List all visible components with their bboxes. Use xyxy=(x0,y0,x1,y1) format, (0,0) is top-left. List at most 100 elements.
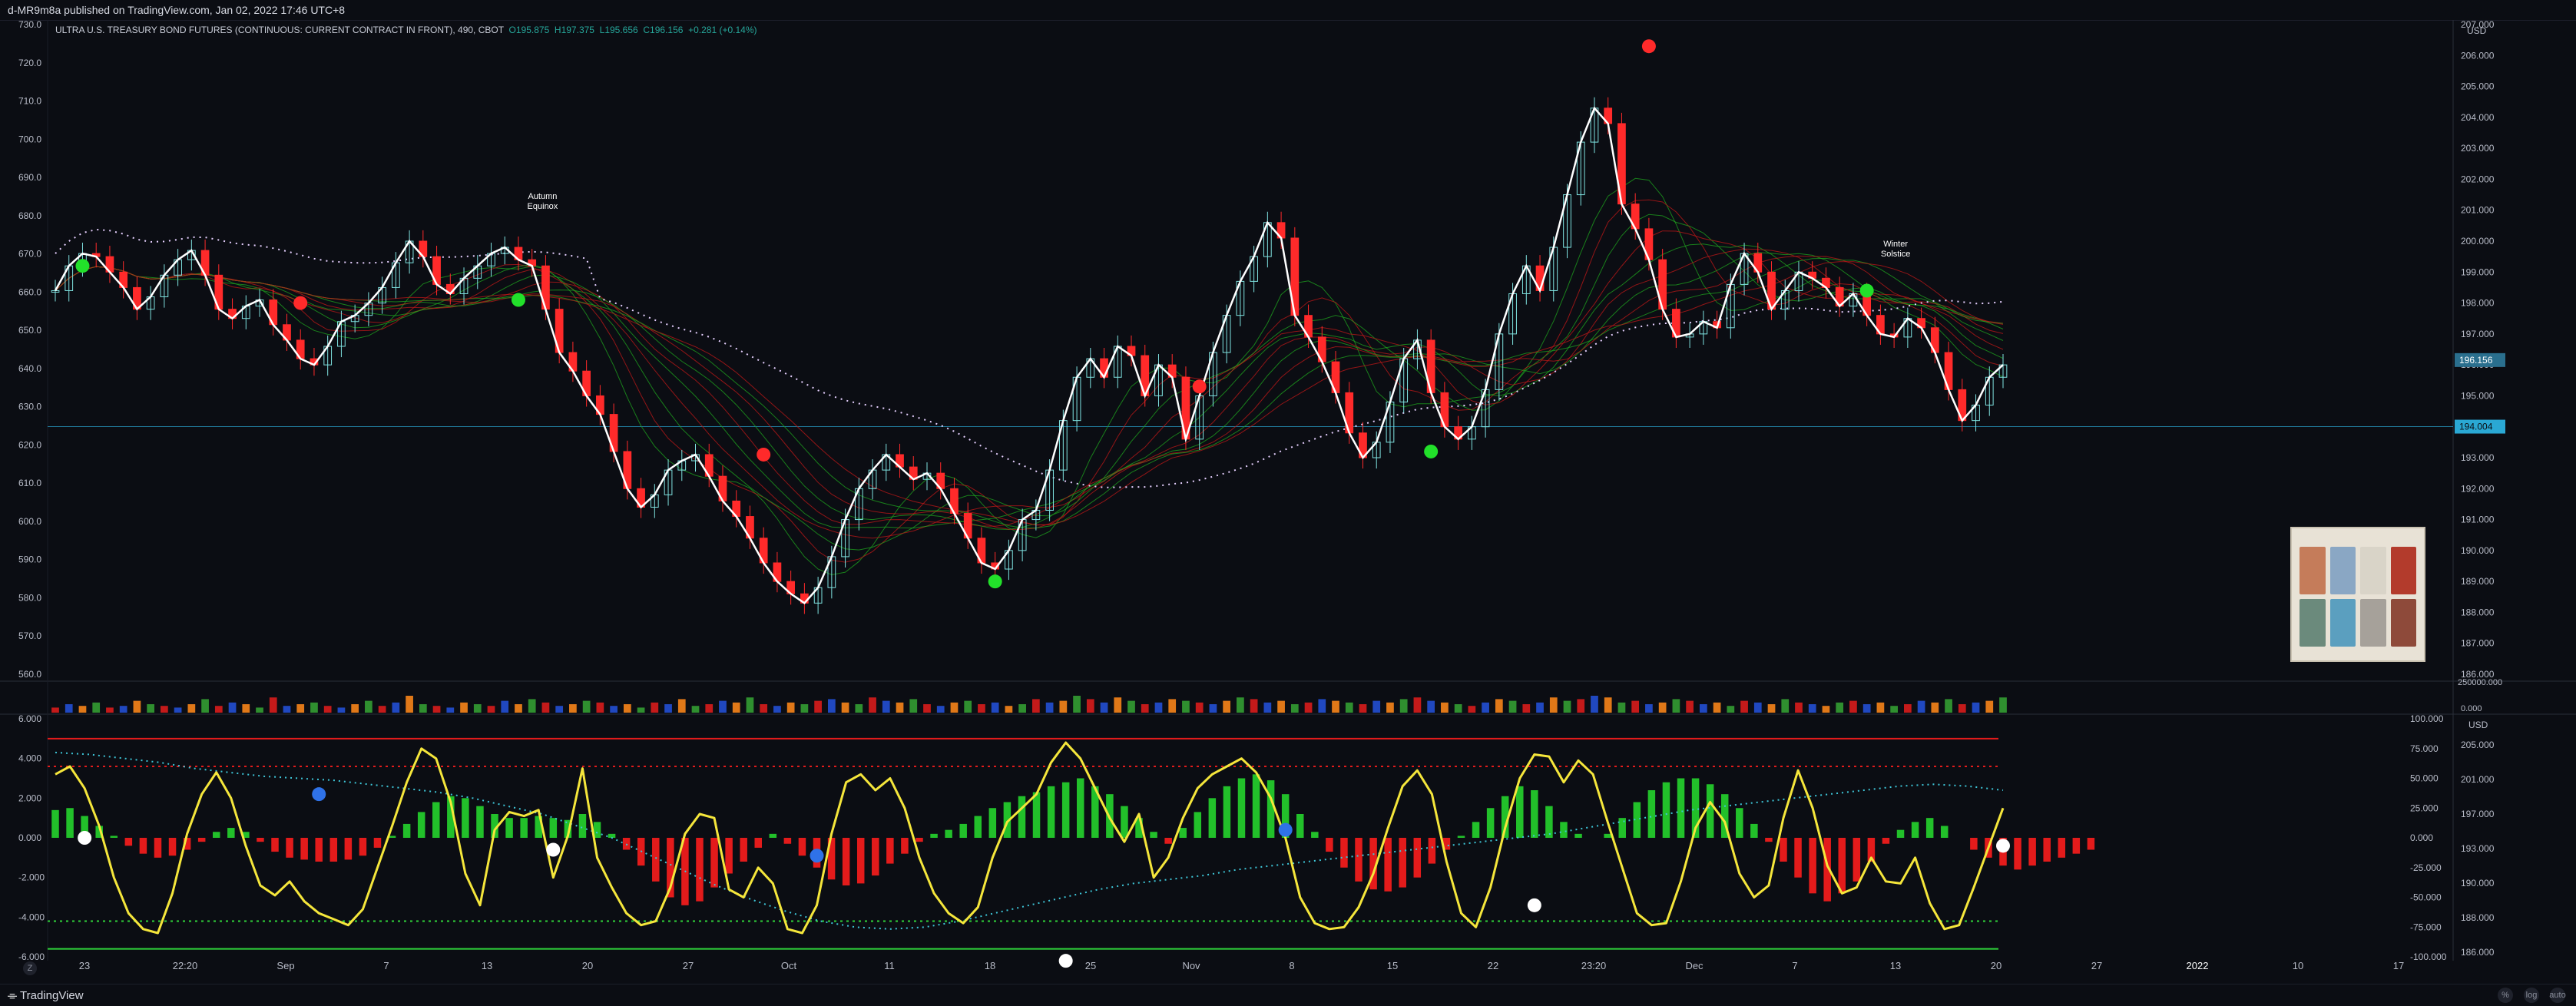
volume-bar xyxy=(1209,704,1217,713)
price-axis-tick: 199.000 xyxy=(2461,266,2495,277)
annotation-autumn-line2: Equinox xyxy=(528,202,558,211)
auto-scale-button[interactable]: auto xyxy=(2549,988,2566,1003)
volume-bar xyxy=(310,702,318,713)
osc-histogram-bar xyxy=(945,829,952,838)
log-scale-button[interactable]: log xyxy=(2524,988,2539,1003)
volume-bar xyxy=(1318,699,1326,713)
volume-bar xyxy=(119,706,127,713)
album-tile xyxy=(2390,547,2416,594)
osc-histogram-bar xyxy=(608,833,616,838)
volume-bar xyxy=(133,700,141,713)
x-axis-tick: 10 xyxy=(2293,960,2303,971)
osc-histogram-bar xyxy=(1823,838,1831,902)
osc-left-tick: 6.000 xyxy=(18,713,41,724)
chart-canvas[interactable]: 207.000206.000205.000204.000203.000202.0… xyxy=(0,19,2576,980)
osc-histogram-bar xyxy=(1896,829,1905,838)
volume-bar xyxy=(1985,700,1994,713)
volume-bar xyxy=(419,704,427,713)
osc-histogram-bar xyxy=(988,808,997,838)
symbol-name[interactable]: ULTRA U.S. TREASURY BOND FUTURES (CONTIN… xyxy=(55,25,504,35)
left-axis-tick: 700.0 xyxy=(18,134,41,144)
x-axis-tick: Dec xyxy=(1685,960,1704,971)
price-axis-tick: 203.000 xyxy=(2461,143,2495,154)
tradingview-logo[interactable]: ⌯ TradingView xyxy=(8,989,84,1002)
osc-left-tick: 0.000 xyxy=(18,832,41,843)
x-axis-tick: 7 xyxy=(1792,960,1797,971)
osc-histogram-bar xyxy=(1442,838,1451,850)
volume-bar xyxy=(651,702,659,713)
left-axis-tick: 720.0 xyxy=(18,58,41,68)
x-axis-tick: 25 xyxy=(1085,960,1096,971)
osc-histogram-bar xyxy=(1179,828,1187,838)
album-tile xyxy=(2300,599,2326,647)
osc-histogram-bar xyxy=(505,818,513,838)
osc-right-tick: 205.000 xyxy=(2461,740,2495,750)
osc-histogram-bar xyxy=(1076,778,1084,838)
osc-histogram-bar xyxy=(1355,838,1362,882)
osc-histogram-bar xyxy=(886,838,894,864)
osc-histogram-bar xyxy=(388,836,396,838)
chart-area[interactable]: 207.000 206.000 205.000 204.000 203.000 202.0… xyxy=(0,19,2576,980)
osc-right-tick: 193.000 xyxy=(2461,843,2495,854)
left-axis-tick: 600.0 xyxy=(18,516,41,527)
volume-bar xyxy=(1931,702,1939,713)
volume-bar xyxy=(1045,702,1054,713)
volume-bar xyxy=(147,704,155,713)
price-axis-tick: 205.000 xyxy=(2461,81,2495,92)
osc-histogram-bar xyxy=(578,814,587,838)
osc-marker-dot xyxy=(1278,822,1293,837)
ma-ribbon-line xyxy=(55,199,2004,563)
price-axis-tick: 206.000 xyxy=(2461,50,2495,61)
volume-bar xyxy=(228,702,237,713)
volume-bar xyxy=(1645,704,1653,713)
osc-histogram-bar xyxy=(1121,806,1128,838)
album-tile xyxy=(2329,547,2356,594)
percent-scale-button[interactable]: % xyxy=(2498,988,2513,1003)
osc-histogram-bar xyxy=(872,838,879,876)
volume-bar xyxy=(1781,699,1790,713)
osc-histogram-bar xyxy=(1736,808,1743,838)
osc-histogram-bar xyxy=(1780,838,1787,862)
osc-marker-dot xyxy=(78,831,92,845)
osc-histogram-bar xyxy=(2072,838,2081,854)
volume-bar xyxy=(1958,704,1966,713)
osc-histogram-bar xyxy=(1384,838,1392,892)
price-axis-tick: 193.000 xyxy=(2461,452,2495,463)
volume-bar xyxy=(827,699,836,713)
price-axis-tick: 202.000 xyxy=(2461,174,2495,184)
volume-bar xyxy=(1237,697,1244,713)
osc-histogram-bar xyxy=(1266,780,1275,838)
price-axis-unit: USD xyxy=(2467,25,2487,36)
x-axis-tick: 20 xyxy=(582,960,593,971)
volume-bar xyxy=(623,704,631,713)
volume-bar xyxy=(432,706,441,713)
volume-bar xyxy=(1345,702,1353,713)
osc-histogram-bar xyxy=(432,802,440,838)
osc-left-tick: -2.000 xyxy=(18,872,45,883)
volume-bar xyxy=(1999,697,2007,713)
osc-histogram-bar xyxy=(1501,796,1509,838)
osc-histogram-bar xyxy=(51,809,59,838)
osc-histogram-bar xyxy=(271,838,279,852)
x-axis-tick: Nov xyxy=(1182,960,1200,971)
volume-bar xyxy=(1495,699,1503,713)
volume-bar xyxy=(214,706,223,713)
volume-bar xyxy=(1086,699,1094,713)
volume-bar xyxy=(555,706,564,713)
volume-bar xyxy=(936,706,945,713)
scale-buttons: % log auto xyxy=(2498,988,2566,1003)
signal-dot xyxy=(1192,379,1207,394)
osc-histogram-bar xyxy=(2043,838,2051,862)
volume-bar xyxy=(582,700,591,713)
osc-histogram-bar xyxy=(549,818,558,838)
osc-left-tick: 4.000 xyxy=(18,753,41,764)
volume-bar xyxy=(719,700,727,713)
volume-bar xyxy=(269,697,277,713)
long-dotted-ma xyxy=(55,228,2004,488)
zoom-button[interactable]: Z xyxy=(23,961,37,975)
osc-histogram-bar xyxy=(740,838,747,862)
osc-histogram-bar xyxy=(1457,836,1465,838)
left-axis-tick: 680.0 xyxy=(18,210,41,221)
volume-bar xyxy=(991,702,999,713)
volume-bar xyxy=(732,702,740,713)
